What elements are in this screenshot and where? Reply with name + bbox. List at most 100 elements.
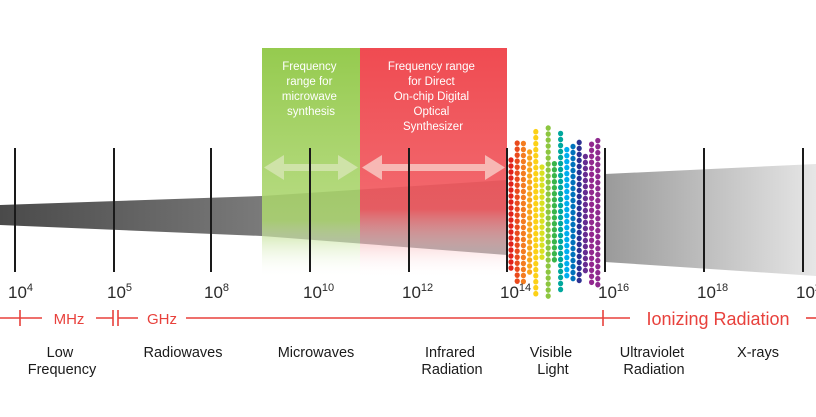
visible-light-dot — [520, 194, 527, 201]
visible-light-dot — [514, 236, 520, 242]
visible-light-dot — [508, 169, 514, 175]
visible-light-dot — [576, 175, 582, 182]
visible-light-dot — [589, 207, 595, 214]
visible-light-dot — [533, 188, 539, 195]
visible-light-dot — [533, 242, 539, 249]
visible-light-dot — [539, 248, 545, 254]
visible-light-dot — [551, 220, 558, 227]
visible-light-dot — [520, 182, 527, 189]
visible-light-dot — [514, 260, 520, 266]
visible-light-dot — [582, 183, 589, 190]
visible-light-dot — [508, 181, 514, 187]
visible-light-dot — [508, 259, 514, 265]
visible-light-dot — [595, 155, 601, 162]
visible-light-dot — [558, 256, 564, 263]
visible-light-dot — [533, 236, 539, 243]
visible-light-dot — [589, 159, 595, 166]
visible-light-dot — [564, 224, 570, 231]
visible-light-dot — [564, 164, 570, 171]
tick-label-18: 1018 — [697, 282, 728, 302]
visible-light-dot — [576, 229, 582, 236]
visible-light-dot — [576, 259, 582, 266]
region-microwaves: Microwaves — [278, 345, 355, 361]
tick-lines — [14, 148, 804, 272]
visible-light-dot — [545, 173, 551, 179]
visible-light-dot — [558, 262, 564, 269]
visible-light-dot — [533, 290, 539, 297]
visible-light-dot — [595, 179, 601, 186]
visible-light-dot — [551, 160, 558, 167]
visible-light-dot — [520, 146, 527, 153]
visible-light-dot — [564, 158, 570, 165]
visible-light-dot — [545, 125, 551, 131]
visible-light-dot — [520, 206, 527, 213]
visible-light-dot — [576, 181, 582, 188]
visible-light-dot — [558, 220, 564, 227]
visible-light-dot — [520, 218, 527, 225]
visible-light-dot — [570, 239, 576, 246]
visible-light-dot — [514, 242, 520, 248]
visible-light-dot — [589, 177, 595, 184]
visible-light-dot — [514, 278, 520, 284]
visible-light-dot — [520, 224, 527, 231]
visible-light-dot — [539, 194, 545, 200]
visible-light-dot — [576, 217, 582, 224]
visible-light-dot — [595, 197, 601, 204]
visible-light-dot — [595, 209, 601, 216]
visible-light-dot — [533, 206, 539, 213]
visible-light-dot — [527, 173, 533, 179]
visible-light-dot — [558, 148, 564, 155]
visible-light-dot — [520, 272, 527, 279]
visible-light-dot — [514, 212, 520, 218]
visible-light-dot — [570, 269, 576, 276]
spectrum-wedge-left — [0, 196, 262, 236]
visible-light-dot — [582, 201, 589, 208]
visible-light-dot — [564, 176, 570, 183]
visible-light-dot — [564, 194, 570, 201]
visible-light-dot — [595, 167, 601, 174]
region-visible-light: Visible Light — [530, 345, 576, 378]
visible-light-dot — [589, 243, 595, 250]
visible-light-dot — [539, 236, 545, 242]
visible-light-dot — [558, 274, 564, 281]
visible-light-dot — [508, 205, 514, 211]
visible-light-dot — [514, 206, 520, 212]
visible-light-dot — [545, 275, 551, 281]
visible-light-dot — [576, 241, 582, 248]
visible-light-dot — [582, 231, 589, 238]
visible-light-dot — [564, 182, 570, 189]
visible-light-dot — [527, 203, 533, 209]
visible-light-dot — [527, 257, 533, 263]
visible-light-dot — [533, 272, 539, 279]
visible-light-dot — [545, 149, 551, 155]
visible-light-dot — [570, 275, 576, 282]
visible-light-dot — [589, 279, 595, 286]
tick-label-16: 1016 — [598, 282, 629, 302]
visible-light-dot — [570, 251, 576, 258]
visible-light-dot — [539, 212, 545, 218]
visible-light-dot — [589, 261, 595, 268]
visible-light-dot — [551, 202, 558, 209]
visible-light-dot — [533, 158, 539, 165]
visible-light-dot — [551, 214, 558, 221]
visible-light-dot — [520, 230, 527, 237]
visible-light-dot — [551, 166, 558, 173]
visible-light-dot — [564, 236, 570, 243]
visible-light-dot — [564, 206, 570, 213]
visible-light-dot — [545, 161, 551, 167]
visible-light-dot — [527, 239, 533, 245]
visible-light-dot — [508, 193, 514, 199]
visible-light-dot — [558, 226, 564, 233]
visible-light-dot — [558, 172, 564, 179]
visible-light-dot — [527, 161, 533, 167]
visible-light-dot — [582, 243, 589, 250]
visible-light-dot — [551, 244, 558, 251]
visible-light-dot — [595, 245, 601, 252]
region-low-frequency: Low Frequency — [28, 345, 97, 378]
visible-light-dot — [514, 182, 520, 188]
visible-light-dot — [576, 265, 582, 272]
visible-light-dot — [564, 218, 570, 225]
visible-light-dot — [551, 232, 558, 239]
optical-range-arrow — [362, 155, 505, 180]
